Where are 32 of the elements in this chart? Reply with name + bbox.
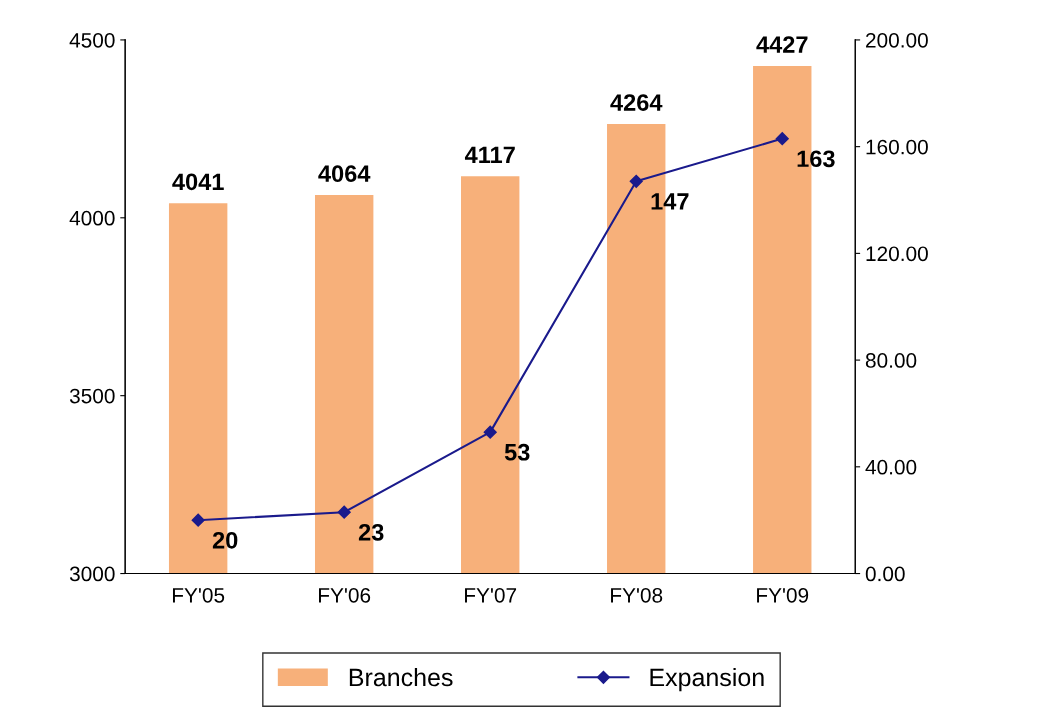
point (191, 513, 205, 527)
data-label: 4264 (610, 94, 663, 111)
y2-tick-label: 0.00 (865, 566, 905, 582)
data-label: 4427 (756, 36, 808, 53)
x-tick-label: FY'08 (611, 587, 663, 603)
data-label: 23 (358, 523, 384, 541)
x-tick-label: FY'05 (172, 587, 225, 603)
y-tick-label: 3000 (69, 566, 115, 582)
legend-label: Expansion (650, 667, 764, 692)
data-label: 163 (797, 150, 835, 168)
y-tick-label: 4000 (69, 210, 115, 226)
point (483, 425, 497, 439)
point (629, 174, 643, 188)
y2-tick-label: 40.00 (865, 459, 917, 475)
data-label: 147 (651, 193, 689, 210)
data-label: 4064 (318, 165, 371, 183)
data-label: 4041 (172, 173, 224, 191)
x-tick-label: FY'09 (757, 587, 809, 603)
y2-tick-label: 80.00 (865, 353, 917, 368)
point (775, 132, 789, 146)
y2-tick-label: 200.00 (866, 32, 928, 48)
y2-tick-label: 120.00 (866, 246, 928, 262)
y-tick-label: 3500 (69, 388, 115, 404)
point (337, 505, 351, 519)
data-label: 20 (212, 531, 238, 549)
legend-label: Branches (349, 667, 453, 687)
y2-tick-label: 160.00 (866, 139, 928, 155)
y-tick-label: 4500 (69, 32, 115, 48)
data-label: 4117 (464, 146, 515, 163)
data-label: 53 (504, 443, 530, 461)
x-tick-label: FY'06 (319, 587, 371, 603)
x-tick-label: FY'07 (465, 587, 517, 603)
